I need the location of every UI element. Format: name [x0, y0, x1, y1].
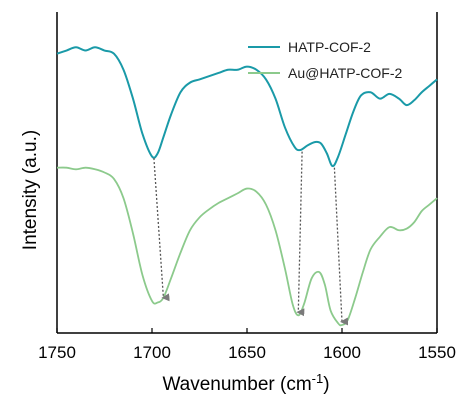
legend: HATP-COF-2 Au@HATP-COF-2: [248, 39, 403, 81]
x-tick-label: 1600: [323, 343, 361, 362]
x-axis-label-suffix: ): [323, 374, 329, 395]
x-axis-ticks: 1750 1700 1650 1600 1550: [38, 328, 456, 362]
y-axis-label: Intensity (a.u.): [20, 130, 41, 250]
series-group: [56, 46, 438, 327]
x-tick-label: 1550: [418, 343, 456, 362]
peak-shift-arrow: [153, 158, 170, 302]
legend-label-hatp-cof-2: HATP-COF-2: [288, 39, 371, 55]
x-axis-label-main: Wavenumber (cm: [162, 374, 311, 395]
legend-label-au-hatp-cof-2: Au@HATP-COF-2: [288, 65, 403, 81]
peak-shift-arrow: [333, 167, 349, 326]
series-line-au-hatp-cof-2: [56, 166, 438, 327]
x-axis-label: Wavenumber (cm-1): [162, 371, 329, 395]
x-tick-label: 1650: [228, 343, 266, 362]
x-tick-label: 1700: [133, 343, 171, 362]
peak-shift-arrow: [296, 151, 305, 317]
x-tick-label: 1750: [38, 343, 76, 362]
x-axis-label-superscript: -1: [312, 371, 324, 386]
shift-arrows: [153, 151, 349, 326]
plot-frame: [56, 12, 438, 334]
